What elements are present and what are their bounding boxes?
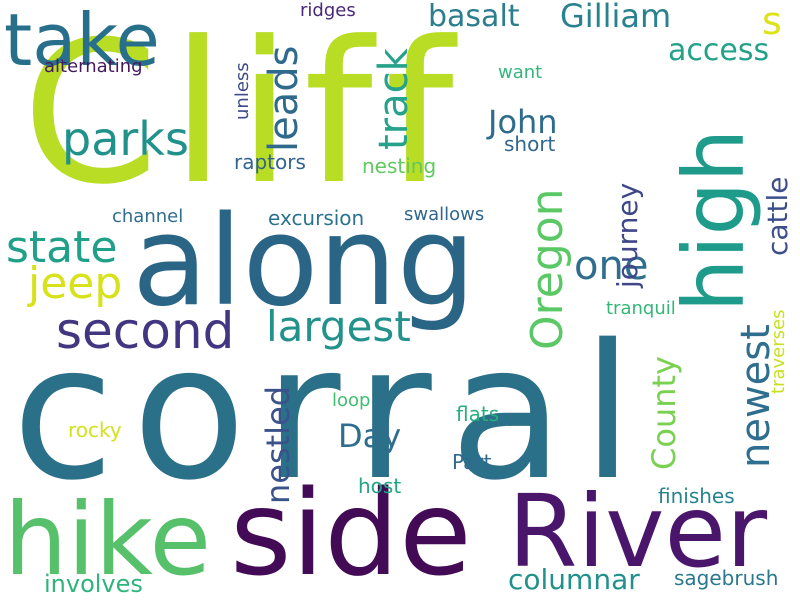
word-rocky: rocky bbox=[68, 418, 122, 442]
word-along: along bbox=[132, 190, 476, 334]
word-second: second bbox=[56, 302, 235, 360]
word-loop: loop bbox=[332, 390, 371, 411]
word-involves: involves bbox=[44, 570, 143, 598]
word-columnar: columnar bbox=[508, 563, 640, 596]
word-alternating: alternating bbox=[44, 56, 143, 77]
word-access: access bbox=[668, 33, 770, 68]
word-sagebrush: sagebrush bbox=[674, 566, 779, 590]
word-hike: hike bbox=[4, 481, 212, 598]
word-cattle: cattle bbox=[761, 176, 794, 256]
word-host: host bbox=[358, 474, 402, 498]
word-parks: parks bbox=[62, 112, 189, 166]
word-side: side bbox=[230, 464, 472, 600]
word-excursion: excursion bbox=[268, 206, 365, 230]
word-part: Part bbox=[452, 450, 492, 474]
word-ridges: ridges bbox=[300, 0, 356, 21]
word-basalt: basalt bbox=[428, 0, 520, 34]
word-take: take bbox=[4, 0, 160, 82]
word-short: short bbox=[504, 132, 556, 156]
word-one: one bbox=[574, 243, 649, 289]
word-finishes: finishes bbox=[658, 484, 735, 508]
word-want: want bbox=[498, 62, 543, 83]
word-s: s bbox=[762, 0, 782, 43]
word-swallows: swallows bbox=[404, 204, 485, 225]
word-high: high bbox=[665, 128, 763, 312]
word-flats: flats bbox=[456, 402, 500, 426]
word-nesting: nesting bbox=[362, 154, 437, 178]
word-river: River bbox=[508, 473, 768, 590]
word-traverses: traverses bbox=[768, 309, 789, 394]
word-day: Day bbox=[338, 417, 402, 455]
word-john: John bbox=[488, 103, 558, 141]
word-largest: largest bbox=[266, 302, 411, 351]
word-jeep: jeep bbox=[28, 258, 123, 309]
word-oregon: Oregon bbox=[522, 188, 573, 350]
word-leads: leads bbox=[261, 45, 307, 152]
word-tranquil: tranquil bbox=[606, 298, 676, 319]
word-gilliam: Gilliam bbox=[560, 0, 672, 35]
word-county: County bbox=[645, 356, 683, 470]
word-corral: corral bbox=[12, 304, 652, 521]
word-cliff: Cliff bbox=[22, 0, 466, 228]
word-unless: unless bbox=[232, 62, 253, 120]
word-channel: channel bbox=[112, 206, 184, 227]
word-track: track bbox=[371, 48, 417, 150]
word-state: state bbox=[6, 222, 118, 273]
word-journey: journey bbox=[611, 182, 644, 288]
word-raptors: raptors bbox=[234, 150, 306, 174]
word-nestled: nestled bbox=[259, 385, 297, 504]
